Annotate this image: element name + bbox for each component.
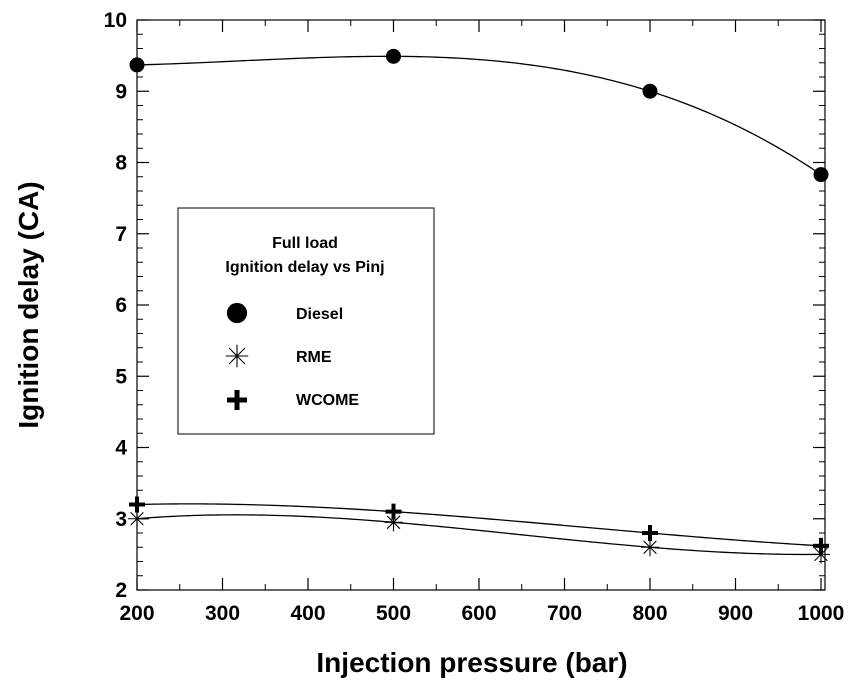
x-tick-label: 800 bbox=[632, 602, 667, 625]
data-point-wcome bbox=[129, 496, 145, 513]
legend-title-line-1: Full load bbox=[272, 235, 338, 252]
x-tick-label: 700 bbox=[547, 602, 582, 625]
y-tick-label: 4 bbox=[115, 437, 127, 460]
x-tick-label: 600 bbox=[461, 602, 496, 625]
data-point-diesel bbox=[386, 48, 401, 64]
legend-frame bbox=[177, 207, 435, 435]
x-tick-label: 900 bbox=[718, 602, 753, 625]
data-point-rme bbox=[641, 538, 659, 557]
data-point-wcome bbox=[813, 537, 829, 554]
legend-marker-diesel bbox=[226, 302, 248, 324]
x-tick-label: 400 bbox=[290, 602, 325, 625]
legend-markers bbox=[225, 302, 249, 410]
data-point-diesel bbox=[813, 167, 829, 183]
y-tick-label: 10 bbox=[104, 9, 127, 32]
data-point-diesel bbox=[129, 57, 145, 73]
y-tick-label: 7 bbox=[115, 223, 127, 246]
x-tick-label: 300 bbox=[205, 602, 240, 625]
axis-ticks: 2 3 4 5 6 7 8 9 10 200 300 400 500 600 700 800 900 1000 bbox=[104, 9, 845, 625]
data-markers bbox=[128, 48, 830, 564]
data-point-diesel bbox=[642, 83, 658, 99]
legend-marker-rme bbox=[225, 344, 249, 368]
x-tick-label: 1000 bbox=[798, 602, 845, 625]
legend-marker-wcome bbox=[227, 390, 247, 410]
y-tick-label: 3 bbox=[115, 508, 127, 531]
y-axis-title: Ignition delay (CA) bbox=[13, 181, 44, 428]
data-point-rme bbox=[128, 509, 146, 528]
legend-label-wcome: WCOME bbox=[296, 392, 359, 409]
fit-curve-rme bbox=[136, 514, 822, 556]
fit-curve-wcome bbox=[136, 503, 822, 547]
y-tick-label: 6 bbox=[115, 294, 127, 317]
y-tick-label: 5 bbox=[115, 365, 127, 388]
y-tick-label: 8 bbox=[115, 152, 127, 175]
fit-curves bbox=[136, 55, 822, 556]
legend-label-rme: RME bbox=[296, 349, 332, 366]
legend-title-line-2: Ignition delay vs Pinj bbox=[225, 259, 384, 276]
x-tick-label: 200 bbox=[119, 602, 154, 625]
y-tick-label: 2 bbox=[115, 579, 127, 602]
legend-label-diesel: Diesel bbox=[296, 306, 343, 323]
y-tick-label: 9 bbox=[115, 80, 127, 103]
fit-curve-diesel bbox=[136, 55, 822, 176]
legend: Full load Ignition delay vs Pinj Diesel … bbox=[177, 207, 435, 435]
x-axis-title: Injection pressure (bar) bbox=[316, 647, 627, 678]
data-point-wcome bbox=[385, 503, 402, 520]
data-point-wcome bbox=[642, 525, 658, 541]
x-tick-label: 500 bbox=[376, 602, 411, 625]
